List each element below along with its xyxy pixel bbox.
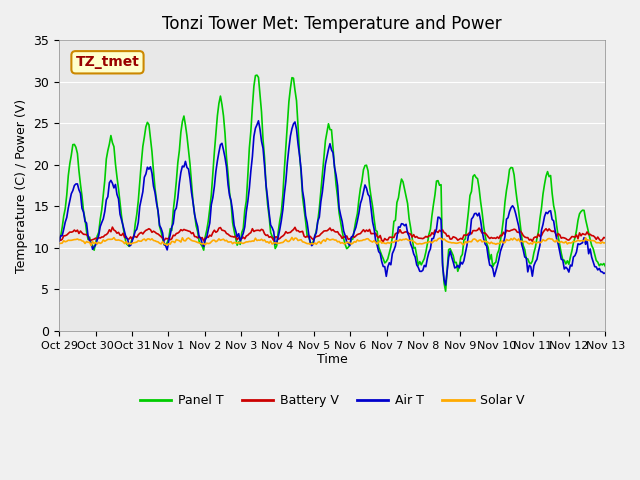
Battery V [55, 235, 63, 241]
Air T [218, 141, 226, 146]
Air T [236, 238, 244, 244]
Battery V [380, 239, 387, 244]
Panel T [602, 264, 609, 269]
Solar V [55, 240, 63, 246]
Solar V [87, 243, 95, 249]
Solar V [297, 237, 305, 242]
Air T [602, 270, 609, 276]
Legend: Panel T, Battery V, Air T, Solar V: Panel T, Battery V, Air T, Solar V [135, 389, 529, 412]
Air T [246, 185, 253, 191]
Panel T [442, 288, 449, 294]
Air T [296, 153, 303, 158]
Line: Panel T: Panel T [59, 75, 605, 291]
Battery V [602, 235, 609, 241]
Battery V [220, 228, 227, 233]
Battery V [238, 236, 246, 241]
X-axis label: Time: Time [317, 353, 348, 366]
Panel T [296, 151, 303, 157]
Battery V [247, 230, 255, 236]
Air T [122, 235, 130, 241]
Battery V [296, 229, 303, 235]
Panel T [218, 102, 226, 108]
Panel T [55, 237, 63, 242]
Air T [574, 241, 582, 247]
Line: Battery V: Battery V [59, 227, 605, 241]
Battery V [109, 224, 116, 230]
Line: Solar V: Solar V [59, 238, 605, 246]
Solar V [238, 240, 246, 246]
Solar V [288, 235, 296, 240]
Solar V [247, 239, 255, 244]
Line: Air T: Air T [59, 121, 605, 285]
Solar V [574, 237, 582, 243]
Y-axis label: Temperature (C) / Power (V): Temperature (C) / Power (V) [15, 98, 28, 273]
Panel T [253, 72, 260, 78]
Panel T [246, 145, 253, 151]
Air T [442, 282, 449, 288]
Air T [255, 118, 262, 124]
Battery V [124, 237, 131, 242]
Panel T [122, 240, 130, 246]
Title: Tonzi Tower Met: Temperature and Power: Tonzi Tower Met: Temperature and Power [163, 15, 502, 33]
Air T [55, 238, 63, 244]
Solar V [124, 241, 131, 247]
Solar V [220, 236, 227, 242]
Solar V [602, 240, 609, 246]
Panel T [574, 217, 582, 223]
Panel T [236, 241, 244, 247]
Battery V [574, 236, 582, 241]
Text: TZ_tmet: TZ_tmet [76, 55, 140, 69]
